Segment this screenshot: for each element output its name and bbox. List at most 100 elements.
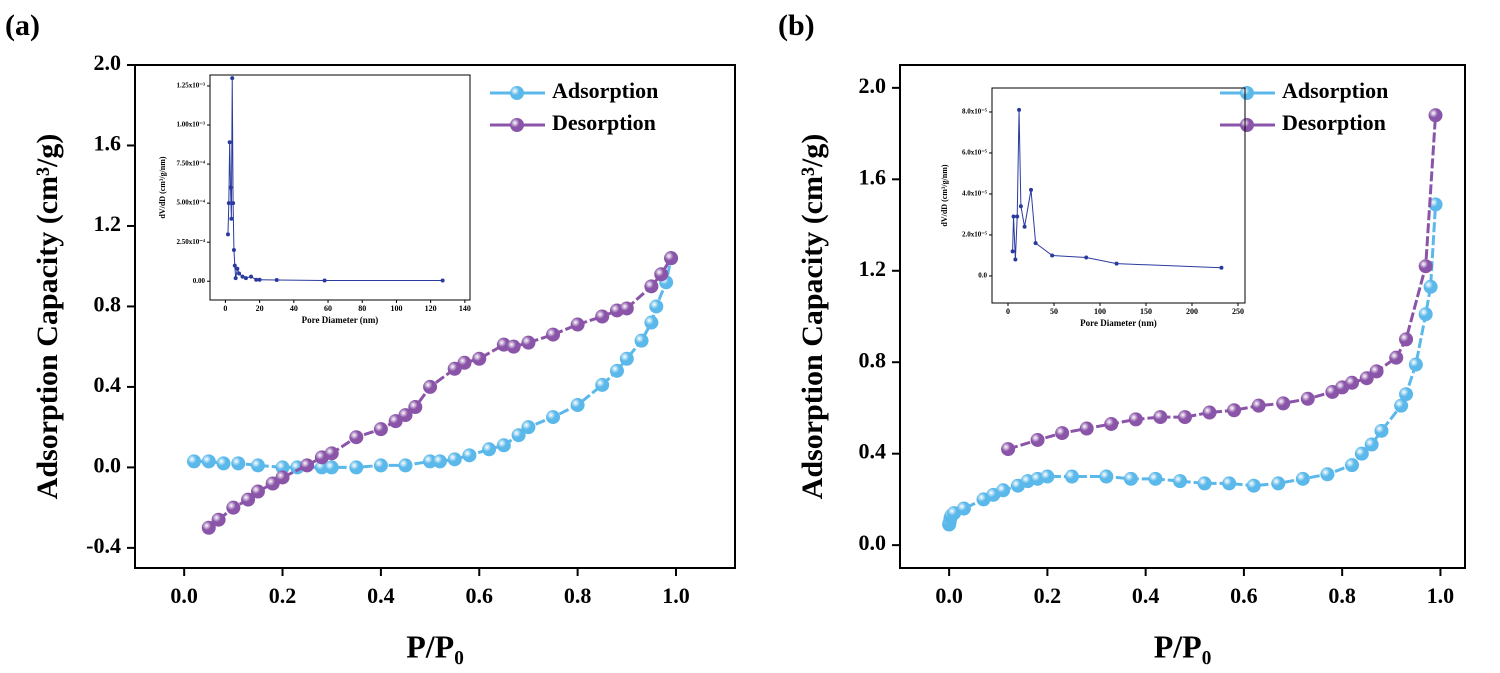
data-point: [546, 410, 561, 425]
data-point: [1251, 398, 1266, 413]
data-point: [349, 430, 364, 445]
data-point: [398, 458, 413, 473]
legend-marker: [1240, 86, 1254, 100]
data-point: [423, 379, 438, 394]
data-point: [570, 317, 585, 332]
data-point: [447, 452, 462, 467]
series-line: [947, 204, 1438, 525]
data-point: [595, 377, 610, 392]
data-point: [1055, 426, 1070, 441]
legend-label: Desorption: [552, 110, 656, 135]
data-point: [1015, 214, 1020, 219]
data-point: [229, 216, 234, 221]
y-tick-label: 1.2: [859, 256, 887, 281]
data-point: [619, 301, 634, 316]
data-point: [956, 501, 971, 516]
y-tick-label: 0.00: [193, 277, 206, 285]
data-point: [996, 483, 1011, 498]
x-tick-label: 100: [1094, 307, 1106, 316]
data-point: [1320, 467, 1335, 482]
x-tick-label: 0: [1006, 307, 1010, 316]
data-point: [1300, 391, 1315, 406]
data-point: [1017, 107, 1022, 112]
data-point: [1354, 446, 1369, 461]
y-tick-label: 0.0: [859, 530, 887, 555]
data-point: [1022, 224, 1027, 229]
x-tick-label: 200: [1186, 307, 1198, 316]
y-tick-label: 4.0x10⁻⁵: [962, 190, 987, 198]
data-point: [462, 448, 477, 463]
y-tick-label: 2.0: [859, 73, 887, 98]
y-tick-label: 0.8: [859, 347, 887, 372]
y-axis-label: dV/dD (cm³/g/nm): [940, 164, 949, 227]
data-point: [201, 520, 216, 535]
x-tick-label: 0.2: [269, 583, 297, 608]
data-point: [1173, 474, 1188, 489]
data-point: [254, 277, 259, 282]
data-point: [1418, 307, 1433, 322]
data-point: [231, 201, 236, 206]
x-tick-label: 140: [459, 304, 471, 313]
data-point: [1428, 197, 1443, 212]
data-point: [226, 201, 231, 206]
plot-frame: [209, 74, 471, 301]
series-line: [227, 78, 443, 281]
data-point: [1423, 279, 1438, 294]
data-point: [373, 422, 388, 437]
data-point: [1374, 423, 1389, 438]
data-point: [570, 398, 585, 413]
data-point: [1177, 410, 1192, 425]
y-tick-label: 0.4: [859, 439, 887, 464]
data-point: [1033, 241, 1038, 246]
y-tick-label: 6.0x10⁻⁵: [962, 149, 987, 157]
x-tick-label: 0.8: [564, 583, 592, 608]
data-point: [216, 456, 231, 471]
y-tick-label: 7.50x10⁻⁴: [176, 160, 205, 168]
x-tick-label: 150: [1140, 307, 1152, 316]
data-point: [257, 277, 262, 282]
data-point: [1128, 412, 1143, 427]
x-tick-label: 40: [290, 304, 298, 313]
x-tick-label: 0: [223, 304, 227, 313]
data-point: [619, 351, 634, 366]
data-point: [1276, 396, 1291, 411]
y-tick-label: 0.8: [94, 291, 122, 316]
data-point: [226, 500, 241, 515]
data-point: [511, 428, 526, 443]
data-point: [250, 458, 265, 473]
x-tick-label: 80: [358, 304, 366, 313]
y-tick-label: 1.2: [94, 211, 122, 236]
x-tick-label: 0.4: [367, 583, 395, 608]
data-point: [1389, 350, 1404, 365]
data-point: [211, 512, 226, 527]
data-point: [233, 276, 238, 281]
data-point: [230, 76, 235, 81]
data-point: [482, 442, 497, 457]
data-point: [1408, 357, 1423, 372]
y-tick-label: 2.50x10⁻⁴: [176, 238, 205, 246]
data-point: [1040, 469, 1055, 484]
panel-label: (a): [5, 9, 40, 42]
x-tick-label: 100: [390, 304, 402, 313]
x-axis-label: Pore Diameter (nm): [1080, 318, 1157, 328]
data-point: [1064, 469, 1079, 484]
data-point: [496, 438, 511, 453]
legend-label: Desorption: [1282, 110, 1386, 135]
legend-marker: [510, 118, 524, 132]
data-point: [1202, 405, 1217, 420]
x-tick-label: 60: [324, 304, 332, 313]
legend-label: Adsorption: [552, 78, 658, 103]
data-point: [1271, 476, 1286, 491]
data-point: [1359, 371, 1374, 386]
data-point: [521, 420, 536, 435]
data-point: [664, 251, 679, 266]
data-point: [408, 400, 423, 415]
y-tick-label: 1.6: [94, 131, 122, 156]
legend-label: Adsorption: [1282, 78, 1388, 103]
legend-marker: [510, 86, 524, 100]
x-tick-label: 0.2: [1034, 583, 1062, 608]
data-point: [1018, 204, 1023, 209]
legend-marker: [1240, 118, 1254, 132]
data-point: [1345, 375, 1359, 390]
